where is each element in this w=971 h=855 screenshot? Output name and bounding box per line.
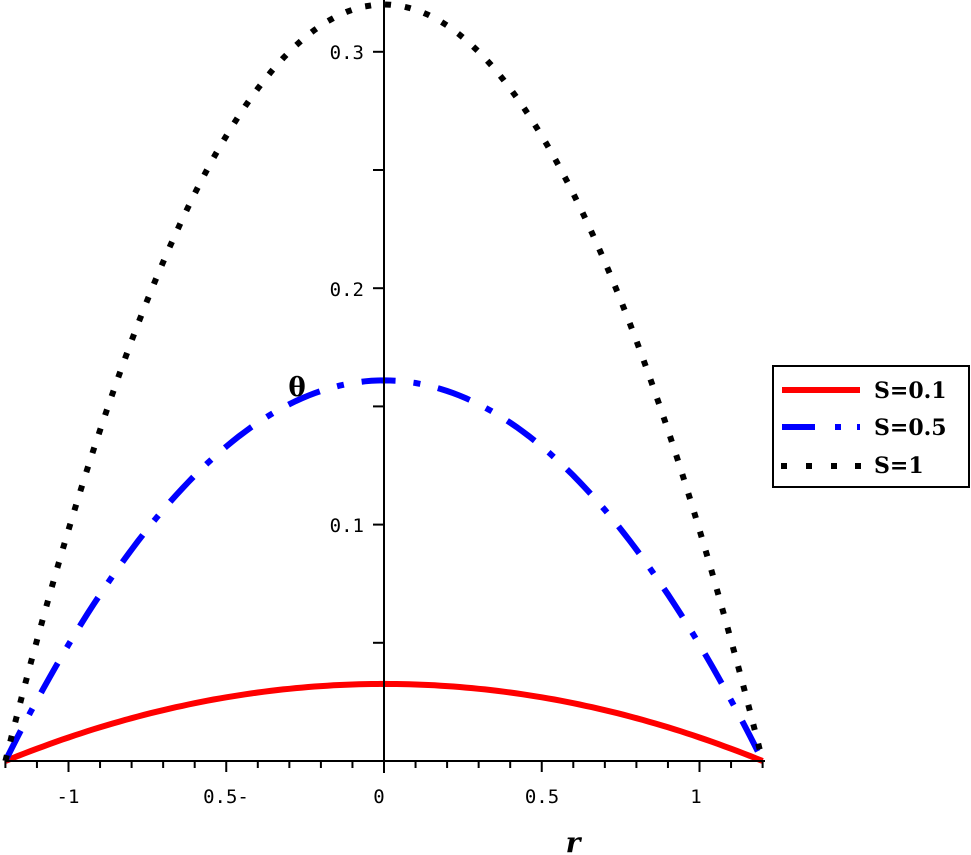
y-tick-label: 0.1 <box>330 515 364 537</box>
legend-swatch-dotted <box>781 463 861 469</box>
y-tick-label: 0.3 <box>330 42 364 64</box>
legend: S=0.1 S=0.5 S=1 <box>772 365 970 488</box>
x-tick-label: 1 <box>690 786 701 808</box>
y-tick-label: 0.2 <box>330 279 364 301</box>
x-axis-title: r <box>566 826 583 855</box>
x-axis-ticks <box>4 761 764 772</box>
legend-label: S=1 <box>874 453 924 479</box>
x-tick-label: 0 <box>373 786 384 808</box>
y-axis-ticks <box>373 50 384 644</box>
x-tick-label: 0.5- <box>203 786 249 808</box>
y-axis-title: θ <box>288 373 305 403</box>
legend-label: S=0.5 <box>874 415 947 441</box>
legend-label: S=0.1 <box>874 378 947 404</box>
x-tick-label: 0.5 <box>525 786 559 808</box>
x-tick-label: -1 <box>57 786 80 808</box>
